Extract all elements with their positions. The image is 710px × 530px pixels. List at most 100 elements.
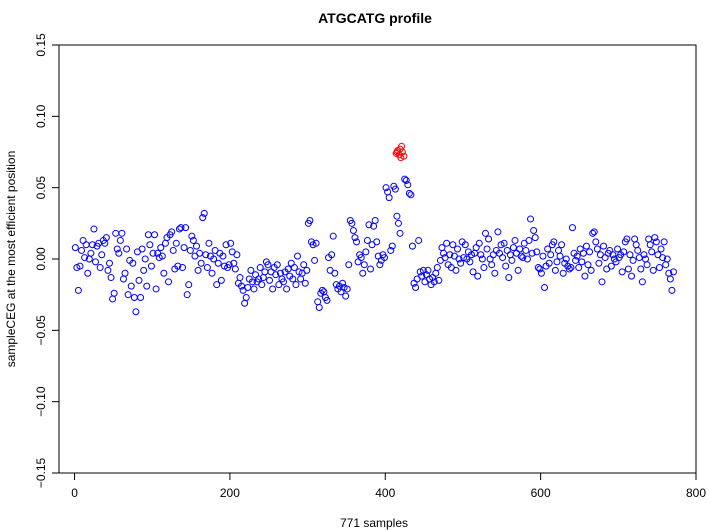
data-point — [387, 246, 395, 254]
x-axis: 0 200 400 600 800 — [71, 473, 706, 500]
data-point — [367, 265, 375, 273]
data-point — [634, 246, 642, 254]
data-point — [499, 254, 507, 262]
data-point — [329, 232, 337, 240]
data-point — [508, 256, 516, 264]
data-point — [643, 261, 651, 269]
data-point — [290, 264, 298, 272]
data-point — [623, 235, 631, 243]
data-point — [306, 216, 314, 224]
data-point — [168, 228, 176, 236]
data-point — [457, 259, 465, 267]
data-point — [129, 259, 137, 267]
data-point — [180, 244, 188, 252]
data-point — [266, 276, 274, 284]
data-point — [380, 254, 388, 262]
data-point — [449, 241, 457, 249]
data-point — [81, 254, 89, 262]
data-point — [303, 266, 311, 274]
data-point — [534, 264, 542, 272]
data-point — [405, 189, 413, 197]
data-point — [485, 235, 493, 243]
data-point — [528, 249, 536, 257]
data-point — [527, 215, 535, 223]
data-point — [433, 264, 441, 272]
y-tick-label: −0.10 — [34, 386, 48, 417]
data-point — [551, 266, 559, 274]
data-point — [494, 228, 502, 236]
x-tick-label: 400 — [375, 486, 395, 500]
data-point — [646, 241, 654, 249]
data-point — [143, 282, 151, 290]
data-point — [78, 246, 86, 254]
data-point — [655, 264, 663, 272]
data-point — [539, 252, 547, 260]
data-point — [165, 278, 173, 286]
y-tick-label: 0.00 — [34, 247, 48, 271]
data-point — [151, 231, 159, 239]
data-point — [404, 181, 412, 189]
highlight-data-point — [400, 152, 408, 160]
data-point — [651, 234, 659, 242]
data-point — [102, 234, 110, 242]
data-point — [590, 228, 598, 236]
data-point — [511, 236, 519, 244]
data-point — [455, 255, 463, 263]
data-point — [183, 291, 191, 299]
data-point — [357, 254, 365, 262]
data-point — [648, 248, 656, 256]
data-point — [402, 177, 410, 185]
data-point — [217, 276, 225, 284]
data-point — [541, 284, 549, 292]
data-point — [104, 266, 112, 274]
data-point — [509, 244, 517, 252]
x-tick-label: 800 — [686, 486, 706, 500]
data-point — [84, 269, 92, 277]
data-point — [469, 268, 477, 276]
data-point — [488, 261, 496, 269]
data-point — [116, 236, 124, 244]
data-point — [115, 249, 123, 257]
data-point — [339, 279, 347, 287]
data-point — [556, 252, 564, 260]
data-point — [446, 251, 454, 259]
data-point — [293, 252, 301, 260]
data-point — [179, 264, 187, 272]
data-point — [669, 268, 677, 276]
data-point — [158, 252, 166, 260]
data-point — [593, 245, 601, 253]
data-point — [424, 266, 432, 274]
data-point — [461, 241, 469, 249]
data-point — [519, 254, 527, 262]
data-point — [466, 258, 474, 266]
data-point — [140, 266, 148, 274]
data-point — [121, 269, 129, 277]
data-point — [505, 274, 513, 282]
data-point — [371, 216, 379, 224]
data-point — [572, 256, 580, 264]
data-point — [147, 262, 155, 270]
data-point — [318, 286, 326, 294]
data-point — [283, 285, 291, 293]
data-point — [491, 269, 499, 277]
data-point — [452, 266, 460, 274]
data-point — [360, 261, 368, 269]
highlight-data-point — [398, 148, 406, 156]
data-point — [567, 264, 575, 272]
highlight-data-point — [393, 148, 401, 156]
data-point — [586, 248, 594, 256]
y-tick-label: −0.05 — [34, 315, 48, 346]
data-point — [98, 251, 106, 259]
data-point — [544, 245, 552, 253]
data-point — [196, 249, 204, 257]
data-point — [138, 245, 146, 253]
data-point — [391, 185, 399, 193]
data-point — [363, 236, 371, 244]
x-tick-label: 600 — [531, 486, 551, 500]
data-point — [579, 249, 587, 257]
data-point — [668, 286, 676, 294]
data-point — [92, 258, 100, 266]
data-point — [157, 244, 165, 252]
data-point — [359, 269, 367, 277]
